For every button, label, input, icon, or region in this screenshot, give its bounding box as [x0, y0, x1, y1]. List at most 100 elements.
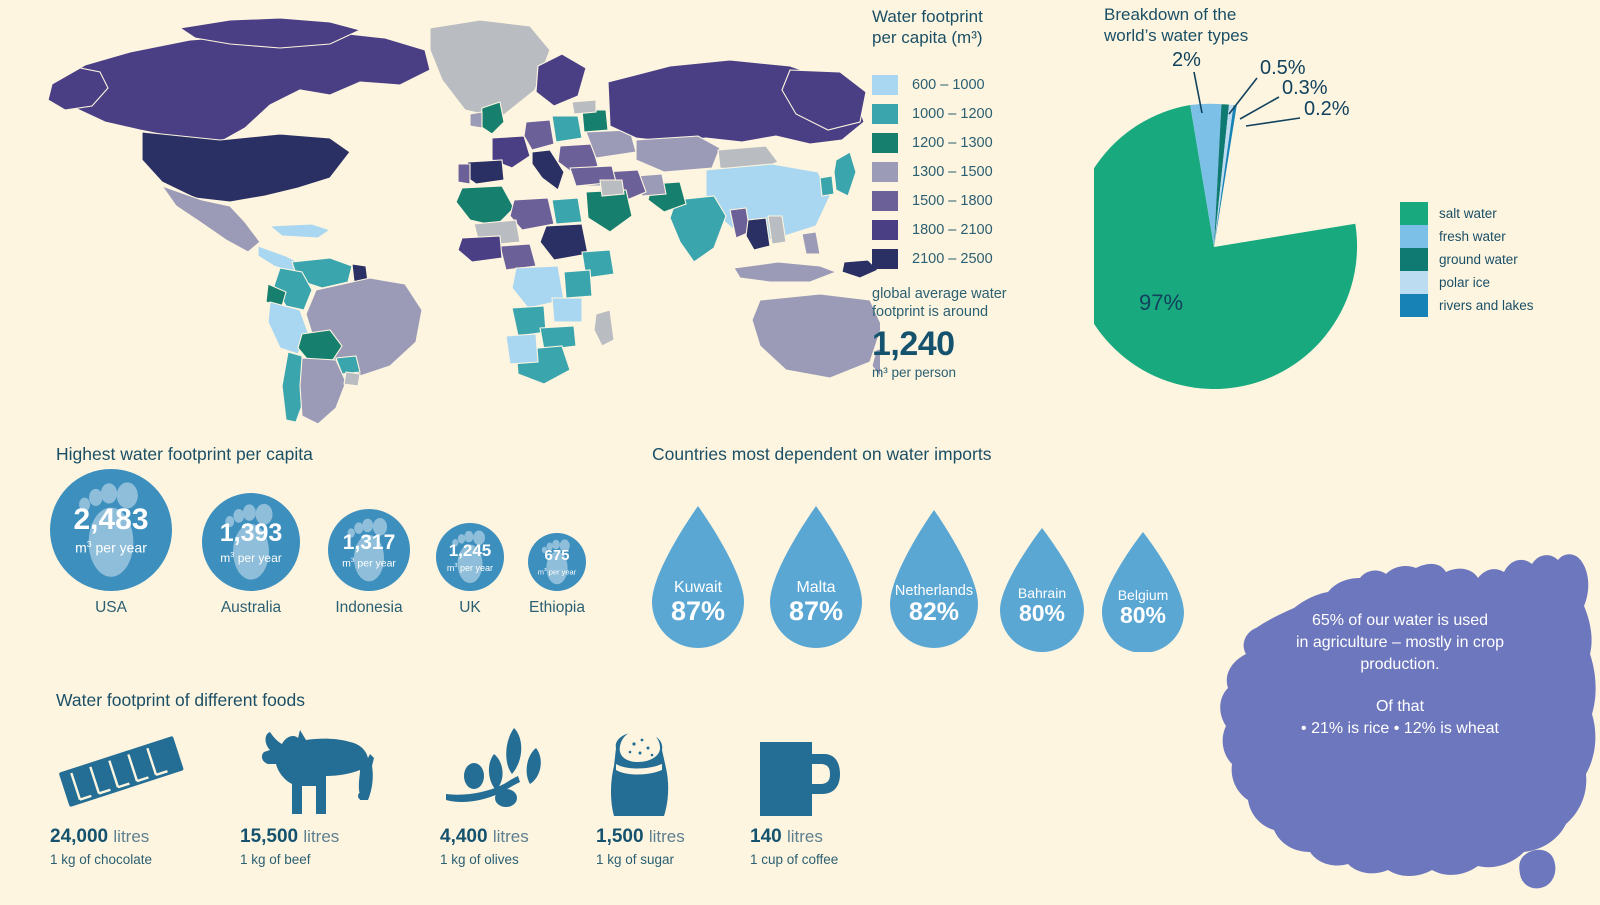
- footprint-unit: m3 per year: [446, 562, 494, 573]
- droplet-item[interactable]: Malta 87%: [766, 502, 866, 652]
- footprint-value: 1,245: [448, 540, 492, 560]
- footprint-unit: m3 per year: [220, 549, 282, 565]
- map-zambia: [539, 325, 577, 351]
- map-namibia: [505, 333, 539, 365]
- pie-label-polar-ice: 0.3%: [1282, 77, 1328, 99]
- footprint-circle-item: 1,245 m3 per year UK: [436, 523, 504, 617]
- droplet-item[interactable]: Kuwait 87%: [648, 502, 748, 652]
- footprint-country: Indonesia: [335, 599, 403, 616]
- map-japan: [833, 151, 857, 197]
- footprint-value: 2,483: [73, 503, 149, 537]
- footprint-country: Ethiopia: [528, 599, 585, 616]
- map-scandinavia: [535, 53, 587, 107]
- footprint-circle[interactable]: 2,483 m3 per year: [50, 469, 172, 591]
- footprint-value: 1,393: [219, 518, 283, 547]
- coffee-mug-icon: [760, 742, 840, 816]
- footprint-circle[interactable]: 1,245 m3 per year: [436, 523, 504, 591]
- droplet-text: Kuwait 87%: [648, 579, 748, 626]
- water-import-droplets: Kuwait 87% Malta 87% Netherlands 82% Bah…: [648, 482, 1188, 652]
- droplet-text: Belgium 80%: [1098, 588, 1188, 627]
- food-description: 1 kg of beef: [240, 852, 311, 867]
- legend-item: 1800 – 2100: [872, 215, 1062, 244]
- map-saudi: [585, 189, 633, 233]
- map-kazakhstan: [635, 135, 721, 173]
- australia-text: 65% of our water is used in agriculture …: [1250, 610, 1550, 740]
- pie-slice-salt-water: [1094, 105, 1358, 389]
- water-types-pie-chart: 2% 0.5% 0.3% 0.2% 97%: [1094, 52, 1358, 389]
- map-morocco-algeria: [455, 185, 515, 227]
- map-uruguay: [343, 371, 361, 387]
- map-greenland: [429, 19, 551, 119]
- australia-agriculture-panel: 65% of our water is used in agriculture …: [1128, 548, 1598, 900]
- map-sudan: [539, 223, 589, 261]
- map-kenya: [563, 269, 593, 299]
- pie-legend-swatch-icon: [1400, 271, 1428, 294]
- footprint-circle[interactable]: 1,393 m3 per year: [202, 493, 300, 591]
- pie-slice-ground-water: [1214, 104, 1229, 247]
- legend-item: 1500 – 1800: [872, 186, 1062, 215]
- footprint-country: USA: [95, 599, 127, 616]
- legend-swatch-icon: [872, 74, 898, 95]
- legend-item: 1000 – 1200: [872, 99, 1062, 128]
- footprint-circle[interactable]: 675 m3 per year: [528, 533, 586, 591]
- food-amount: 24,000 litres: [50, 826, 150, 847]
- pie-legend-swatch-icon: [1400, 225, 1428, 248]
- footprint-icon: [79, 482, 138, 577]
- footprint-unit: m3 per year: [537, 567, 577, 577]
- map-legend: Water footprint per capita (m³) 600 – 10…: [872, 6, 1062, 380]
- droplet-country: Malta: [796, 579, 836, 596]
- footprint-circle[interactable]: 1,317 m3 per year: [328, 509, 410, 591]
- map-thailand: [745, 217, 771, 251]
- pie-slice-rivers-and-lakes: [1214, 105, 1237, 247]
- droplet-percent: 87%: [670, 595, 726, 626]
- droplet-text: Bahrain 80%: [996, 586, 1088, 625]
- legend-title: Water footprint per capita (m³): [872, 7, 983, 47]
- map-nigeria: [499, 243, 537, 271]
- food-icon-wrap: [750, 724, 846, 816]
- food-item: 1,500 litres 1 kg of sugar: [596, 724, 685, 867]
- legend-swatch-icon: [872, 219, 898, 240]
- map-philippines: [801, 231, 821, 255]
- pie-legend-item: salt water: [1400, 202, 1534, 225]
- map-poland: [551, 115, 583, 143]
- australia-map-icon: [1220, 554, 1596, 889]
- droplet-item[interactable]: Bahrain 80%: [996, 524, 1088, 652]
- droplet-country: Bahrain: [1017, 585, 1067, 601]
- footprint-value: 1,317: [342, 530, 396, 554]
- map-indonesia: [733, 261, 838, 283]
- food-amount: 4,400 litres: [440, 826, 529, 847]
- map-tanzania: [551, 297, 583, 323]
- footprint-icon: [225, 503, 273, 580]
- map-vietnam: [767, 215, 787, 245]
- footprint-circle-item: 1,393 m3 per year Australia: [202, 493, 300, 617]
- map-png: [841, 259, 879, 279]
- map-iraq-syria: [599, 179, 625, 197]
- map-argentina: [299, 357, 347, 425]
- footprint-icon: [347, 518, 388, 582]
- global-average-value: 1,240: [872, 325, 955, 363]
- food-description: 1 cup of coffee: [750, 852, 839, 867]
- footprint-country: UK: [459, 599, 481, 616]
- droplet-percent: 82%: [908, 598, 960, 627]
- water-drop-icon: [1000, 528, 1084, 652]
- map-drc: [511, 265, 565, 309]
- footprint-icon: [541, 539, 570, 585]
- droplet-item[interactable]: Belgium 80%: [1098, 528, 1188, 652]
- map-belarus: [581, 109, 609, 133]
- chocolate-bar-icon: [59, 736, 184, 807]
- world-map: [30, 10, 893, 430]
- food-description: 1 kg of chocolate: [50, 852, 153, 867]
- map-india: [669, 195, 727, 263]
- food-amount: 1,500 litres: [596, 826, 685, 847]
- legend-item: 1300 – 1500: [872, 157, 1062, 186]
- legend-swatch-icon: [872, 132, 898, 153]
- pie-slice-polar-ice: [1214, 104, 1234, 247]
- pie-title: Breakdown of the world’s water types: [1104, 5, 1249, 45]
- map-peru: [267, 301, 309, 355]
- droplet-percent: 80%: [1018, 599, 1066, 626]
- droplet-item[interactable]: Netherlands 82%: [884, 506, 984, 652]
- water-types-pie-panel: Breakdown of the world’s water types 2% …: [1094, 4, 1584, 404]
- map-west-africa: [457, 235, 503, 263]
- droplet-text: Malta 87%: [766, 579, 866, 625]
- map-arctic-islands: [178, 17, 362, 49]
